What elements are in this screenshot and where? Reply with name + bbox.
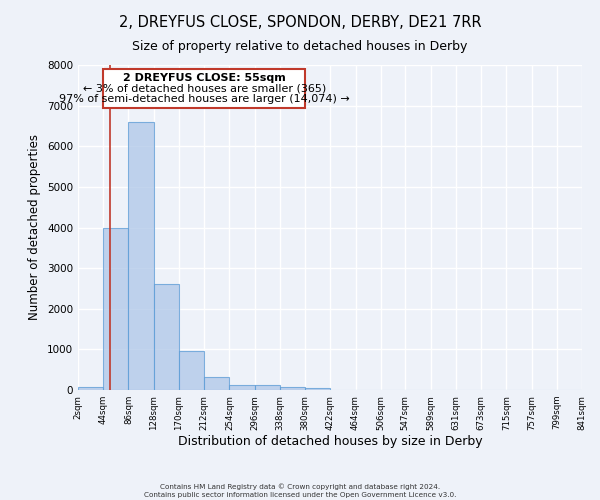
Bar	[103, 228, 128, 390]
Bar	[154, 284, 179, 390]
Bar	[305, 388, 331, 390]
Bar	[204, 377, 229, 390]
Bar	[128, 122, 154, 390]
Text: 2, DREYFUS CLOSE, SPONDON, DERBY, DE21 7RR: 2, DREYFUS CLOSE, SPONDON, DERBY, DE21 7…	[119, 15, 481, 30]
X-axis label: Distribution of detached houses by size in Derby: Distribution of detached houses by size …	[178, 436, 482, 448]
Bar	[78, 387, 103, 390]
Text: Contains HM Land Registry data © Crown copyright and database right 2024.
Contai: Contains HM Land Registry data © Crown c…	[144, 484, 456, 498]
Text: 2 DREYFUS CLOSE: 55sqm: 2 DREYFUS CLOSE: 55sqm	[123, 72, 286, 83]
Text: ← 3% of detached houses are smaller (365): ← 3% of detached houses are smaller (365…	[83, 84, 326, 94]
Y-axis label: Number of detached properties: Number of detached properties	[28, 134, 41, 320]
Text: 97% of semi-detached houses are larger (14,074) →: 97% of semi-detached houses are larger (…	[59, 94, 350, 104]
Bar	[229, 385, 254, 390]
Text: Size of property relative to detached houses in Derby: Size of property relative to detached ho…	[133, 40, 467, 53]
Bar	[179, 352, 204, 390]
Bar	[254, 385, 280, 390]
Bar	[103, 69, 305, 108]
Bar	[280, 387, 305, 390]
